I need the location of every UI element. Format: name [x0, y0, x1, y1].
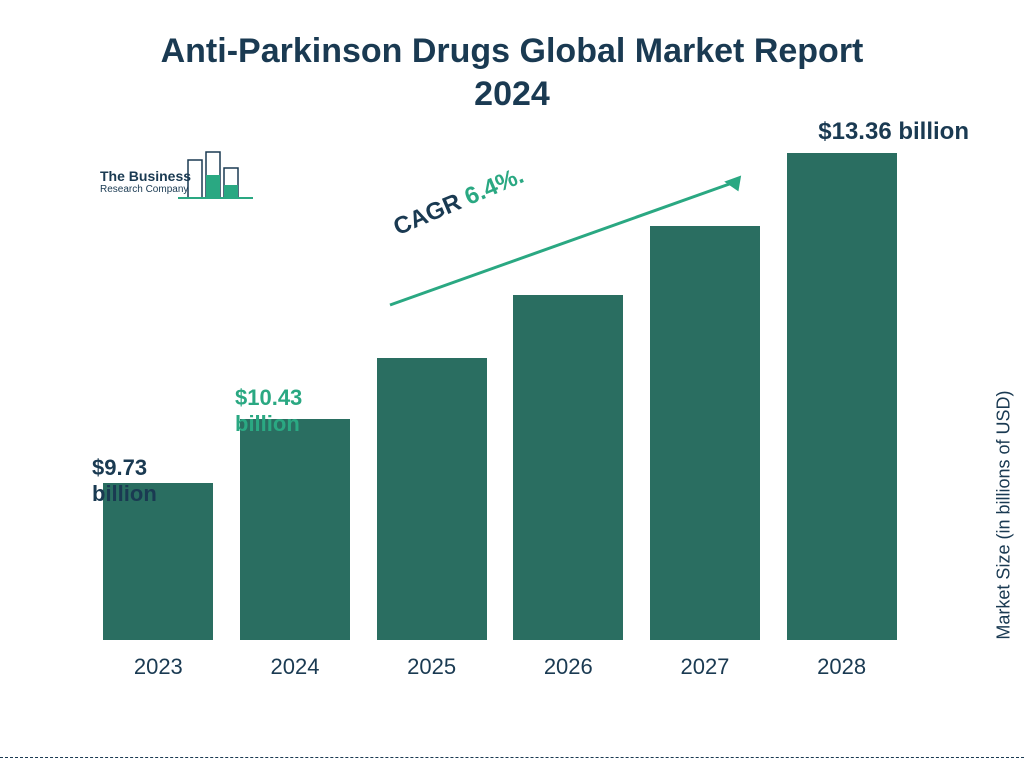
data-label-2023: $9.73 billion: [92, 455, 157, 508]
x-axis-label: 2025: [377, 654, 487, 680]
title-line-2: 2024: [474, 75, 550, 113]
bar: [240, 419, 350, 640]
chart-title: Anti-Parkinson Drugs Global Market Repor…: [0, 30, 1024, 115]
x-axis-labels: 2023 2024 2025 2026 2027 2028: [90, 654, 910, 680]
x-axis-label: 2028: [787, 654, 897, 680]
title-line-1: Anti-Parkinson Drugs Global Market Repor…: [161, 32, 864, 70]
data-label-2028: $13.36 billion: [818, 118, 969, 147]
bar-wrap: [377, 358, 487, 640]
data-label-2024: $10.43 billion: [235, 385, 302, 438]
y-axis-label: Market Size (in billions of USD): [994, 391, 1015, 640]
cagr-arrow-icon: [385, 170, 755, 310]
bar: [787, 153, 897, 640]
x-axis-label: 2023: [103, 654, 213, 680]
bar-wrap: [513, 295, 623, 640]
bottom-dashed-border: [0, 757, 1024, 758]
bar-wrap: [240, 419, 350, 640]
x-axis-label: 2024: [240, 654, 350, 680]
bar-wrap: [787, 153, 897, 640]
x-axis-label: 2027: [650, 654, 760, 680]
bar: [377, 358, 487, 640]
bar: [513, 295, 623, 640]
x-axis-label: 2026: [513, 654, 623, 680]
